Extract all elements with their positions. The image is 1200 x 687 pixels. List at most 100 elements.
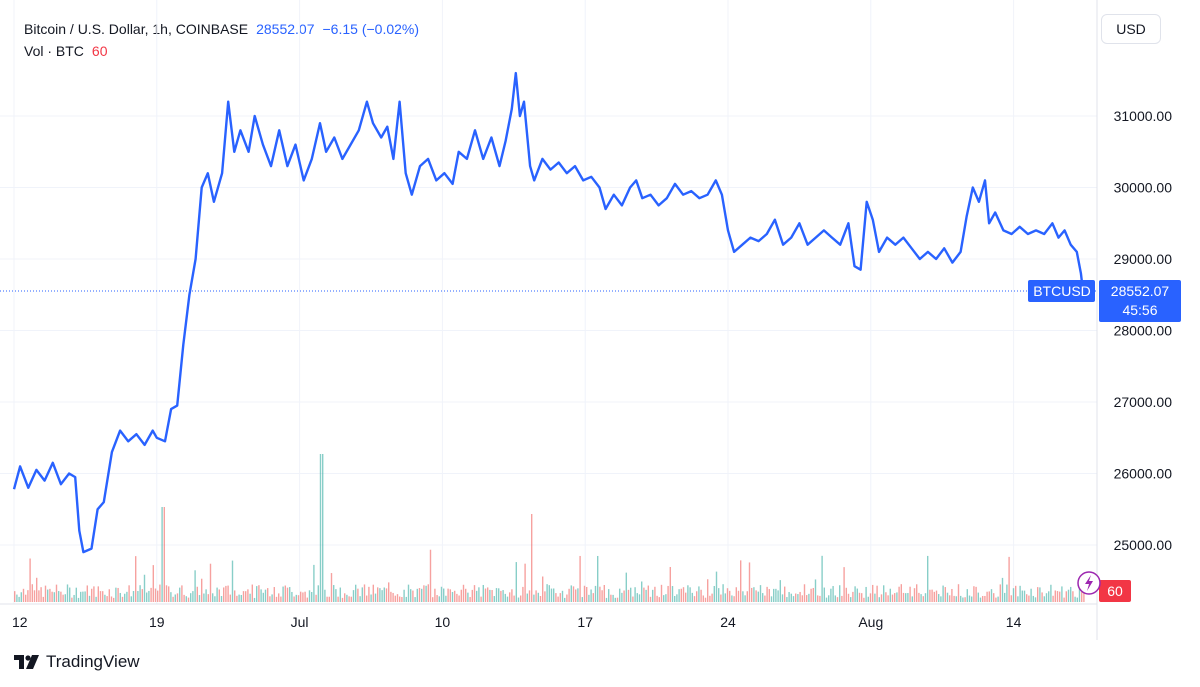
volume-bar [858,592,861,602]
volume-bar [289,587,291,602]
volume-bar [828,595,830,602]
volume-bar [821,555,823,602]
volume-bar [493,596,495,602]
volume-bar [693,596,696,602]
volume-bar [304,591,306,602]
time-axis[interactable]: 12 19 Jul 10 17 24 Aug 14 [12,614,1022,630]
volume-bar [856,588,858,602]
y-tick-label: 31000.00 [1114,108,1173,124]
volume-bar [77,597,80,602]
volume-bar [779,580,781,602]
volume-bar [845,587,847,602]
volume-bar [421,588,423,602]
volume-bar [66,584,69,602]
volume-bar [1070,586,1072,602]
volume-bar [907,593,909,602]
volume-bar [238,594,240,602]
volume-bar [97,586,99,602]
volume-bar [658,597,660,602]
volume-bar [141,589,143,602]
volume-bar [586,586,588,602]
volume-bar [183,594,185,602]
y-tick-label: 29000.00 [1114,251,1173,267]
volume-bar [473,585,476,602]
volume-bar [603,585,605,602]
volume-bar [412,590,414,602]
volume-bar [803,584,806,602]
volume-bar [865,586,867,602]
volume-bar [522,586,524,602]
volume-bar [594,585,597,602]
volume-bar [264,589,267,602]
volume-bar [454,590,456,602]
volume-bar [190,593,192,602]
volume-bar [185,596,187,602]
volume-bar [165,585,168,602]
volume-bar [440,586,443,602]
volume-bar [1008,556,1010,602]
tradingview-logo[interactable]: TradingView [14,652,140,672]
volume-bar [176,593,179,602]
volume-bar [286,587,289,602]
volume-bar [58,591,60,602]
volume-bar [1065,591,1067,602]
volume-bar [132,591,135,602]
volume-bar [834,595,836,602]
volume-bar [449,589,451,602]
volume-bar [38,590,40,602]
volume-bar [451,591,454,602]
volume-bar [401,597,403,602]
volume-bar [306,597,308,602]
volume-bar [209,563,212,602]
volume-bar [130,596,132,602]
volume-bar [968,595,971,602]
volume-bar [324,589,326,602]
x-tick-label: 14 [1006,614,1022,630]
volume-bar [1023,590,1026,602]
lightning-icon[interactable] [1077,571,1101,595]
volume-bar [757,591,759,602]
volume-bar [293,596,295,602]
volume-bar [1050,584,1052,602]
volume-bar [218,589,220,602]
volume-bar [984,595,986,602]
volume-bar [788,592,790,602]
price-axis[interactable]: 25000.00 26000.00 27000.00 28000.00 29000.00… [1114,108,1173,553]
volume-bar [949,595,951,602]
volume-bar [498,588,500,602]
volume-bar [933,591,935,602]
volume-bar [678,589,680,602]
volume-bar [410,589,412,602]
volume-bar [854,586,856,602]
volume-bar [372,584,374,602]
volume-bar [812,587,814,602]
volume-bar [432,597,434,602]
volume-bar [88,595,91,602]
volume-bar [196,586,198,602]
volume-bar [467,592,469,602]
volume-bar [711,593,713,602]
volume-bar [680,588,682,602]
symbol-description: Bitcoin / U.S. Dollar, 1h, COINBASE [24,21,249,37]
currency-button[interactable]: USD [1101,14,1161,44]
volume-bar [137,591,139,602]
volume-bar [1017,596,1019,602]
volume-bar [319,454,322,602]
volume-bar [909,586,911,602]
volume-bar [872,584,874,602]
volume-bar [709,595,711,602]
volume-bar [253,597,256,602]
volume-bar [170,592,172,602]
price-tag-value: 28552.07 [1111,283,1170,299]
volume-bar [163,507,165,602]
volume-bar [724,593,726,602]
volume-bar [124,593,126,602]
volume-bar [682,587,685,602]
volume-bar [1078,587,1081,602]
volume-value: 60 [91,43,108,59]
volume-bar [278,593,280,602]
volume-bar [942,585,944,602]
volume-bar [308,590,311,602]
volume-bar [174,594,176,602]
